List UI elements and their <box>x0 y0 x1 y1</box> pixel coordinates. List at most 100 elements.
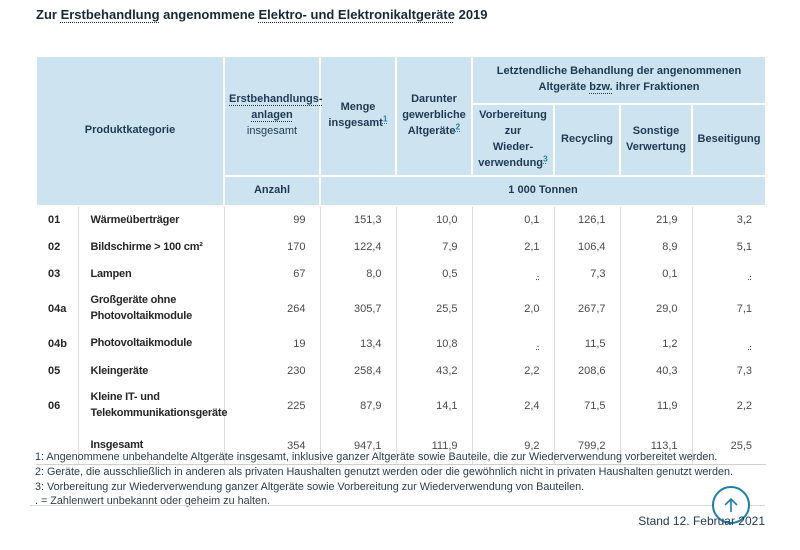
value-cell: 305,7 <box>320 287 397 330</box>
header-text: insgesamt <box>328 116 383 129</box>
header-group-letztendliche-behandlung: Letztendliche Behandlung der angenommene… <box>470 55 768 105</box>
glossary-erstbehandlungsanlagen-2[interactable]: anlagen <box>251 108 293 121</box>
header-text: Sonstige <box>632 124 680 137</box>
value-cell: 10,8 <box>396 329 473 358</box>
value-cell: 11,5 <box>554 329 621 358</box>
header-text: zur <box>504 124 522 137</box>
value-cell: 2,4 <box>472 384 555 427</box>
glossary-bzw[interactable]: bzw. <box>589 81 613 93</box>
value-cell: 19 <box>224 329 321 358</box>
footnote-1: 1: Angenommene unbehandelte Altgeräte in… <box>35 451 718 463</box>
header-text: Letztendliche Behandlung der angenommene… <box>496 65 742 78</box>
unknown-value-link[interactable]: . <box>692 260 767 288</box>
back-to-top-button[interactable] <box>712 486 750 524</box>
value-cell: 208,6 <box>554 357 621 385</box>
value-cell: 10,0 <box>396 205 473 234</box>
value-cell: 258,4 <box>320 357 397 385</box>
value-cell: 2,0 <box>472 287 555 330</box>
value-cell: 113,1 <box>620 426 693 466</box>
product-code-cell: 01 <box>36 205 79 234</box>
total-label-cell: Insgesamt <box>78 426 225 466</box>
unknown-value-link[interactable]: . <box>692 329 767 358</box>
value-cell: 7,3 <box>692 357 767 385</box>
value-cell: 111,9 <box>396 426 473 466</box>
header-darunter-gewerbliche: Darunter gewerbliche Altgeräte2 <box>395 55 473 177</box>
header-text: Menge <box>340 100 376 113</box>
value-cell: 8,9 <box>620 233 693 261</box>
product-code-cell <box>36 426 79 466</box>
value-cell: 264 <box>224 287 321 330</box>
table-row: 02 Bildschirme > 100 cm² 170 122,4 7,9 2… <box>36 233 767 261</box>
footnote-link-3[interactable]: 3 <box>543 153 548 164</box>
table-row: 01 Wärmeüberträger 99 151,3 10,0 0,1 126… <box>36 205 767 234</box>
table-row: 06 Kleine IT- und Telekommunikationsgerä… <box>36 384 767 427</box>
header-recycling: Recycling <box>553 103 621 177</box>
table-header-row: Produktkategorie Erstbehandlungs-anlagen… <box>35 55 768 207</box>
value-cell: 14,1 <box>396 384 473 427</box>
title-glossary-erstbehandlung[interactable]: Erstbehandlung <box>60 7 160 22</box>
product-code-cell: 04a <box>36 287 79 330</box>
glossary-erstbehandlungsanlagen-1[interactable]: Erstbehandlungs- <box>229 92 323 105</box>
value-cell: 5,1 <box>692 233 767 261</box>
unknown-value-link[interactable]: . <box>472 260 555 288</box>
value-cell: 2,2 <box>472 357 555 385</box>
value-cell: 0,5 <box>396 260 473 288</box>
table-row: 05 Kleingeräte 230 258,4 43,2 2,2 208,6 … <box>36 357 767 385</box>
value-cell: 13,4 <box>320 329 397 358</box>
unknown-value-link[interactable]: . <box>472 329 555 358</box>
header-text: Darunter <box>411 92 457 105</box>
title-text: 2019 <box>454 7 488 22</box>
title-text: angenommene <box>159 7 259 22</box>
value-cell: 43,2 <box>396 357 473 385</box>
product-name-cell: Wärmeüberträger <box>78 205 225 234</box>
table-header-row: Vorbereitung zur Wieder-verwendung3 Recycl… <box>36 103 768 177</box>
value-cell: 354 <box>224 426 321 466</box>
footnote-link-1[interactable]: 1 <box>382 113 388 124</box>
footnote-3: 3: Vorbereitung zur Wiederverwendung gan… <box>35 480 585 493</box>
footnotes: 1: Angenommene unbehandelte Altgeräte in… <box>35 450 733 509</box>
product-name-cell: Bildschirme > 100 cm² <box>78 233 225 261</box>
product-name-cell: Kleingeräte <box>78 357 225 385</box>
value-cell: 3,2 <box>692 205 767 234</box>
value-cell: 947,1 <box>320 426 397 466</box>
header-text: Altgeräte <box>407 124 456 137</box>
header-text: Altgeräte <box>538 81 590 93</box>
header-menge-insgesamt: Menge insgesamt1 <box>319 55 397 177</box>
header-text: insgesamt <box>246 124 298 137</box>
footnote-link-2[interactable]: 2 <box>455 121 461 132</box>
product-name-cell: Kleine IT- und Telekommunikationsgeräte <box>78 384 228 427</box>
value-cell: 1,2 <box>620 329 693 358</box>
header-text: ihrer Fraktionen <box>612 81 700 93</box>
value-cell: 25,5 <box>396 287 473 330</box>
value-cell: 11,9 <box>620 384 693 427</box>
product-code-cell: 03 <box>36 260 79 288</box>
header-text: gewerbliche <box>402 108 466 121</box>
table-unit-row: Anzahl 1 000 Tonnen <box>36 174 768 207</box>
value-cell: 99 <box>224 205 321 234</box>
value-cell: 225 <box>224 384 321 427</box>
header-vorbereitung-wiederverwendung: Vorbereitung zur Wieder-verwendung3 <box>471 103 555 177</box>
title-glossary-elektrogeraete[interactable]: Elektro- und Elektronikaltgeräte <box>258 7 455 22</box>
header-text: verwendung <box>478 156 544 169</box>
unit-1000-tonnen: 1 000 Tonnen <box>318 174 768 207</box>
value-cell: 29,0 <box>620 287 693 330</box>
value-cell: 7,1 <box>692 287 767 330</box>
divider <box>30 505 765 506</box>
value-cell: 7,3 <box>554 260 621 288</box>
value-cell: 71,5 <box>554 384 621 427</box>
value-cell: 40,3 <box>620 357 693 385</box>
value-cell: 170 <box>224 233 321 261</box>
product-code-cell: 02 <box>36 233 79 261</box>
value-cell: 21,9 <box>620 205 693 234</box>
product-name-cell: Lampen <box>78 260 225 288</box>
value-cell: 9,2 <box>472 426 555 466</box>
header-sonstige-verwertung: Sonstige Verwertung <box>619 103 693 177</box>
header-erstbehandlungsanlagen: Erstbehandlungs-anlagen insgesamt <box>223 55 323 177</box>
value-cell: 8,0 <box>320 260 397 288</box>
page-title: Zur Erstbehandlung angenommene Elektro- … <box>36 7 488 22</box>
product-code-cell: 06 <box>36 384 79 427</box>
up-arrow-icon <box>724 498 738 513</box>
value-cell: 267,7 <box>554 287 621 330</box>
header-text: Wieder- <box>492 140 534 153</box>
